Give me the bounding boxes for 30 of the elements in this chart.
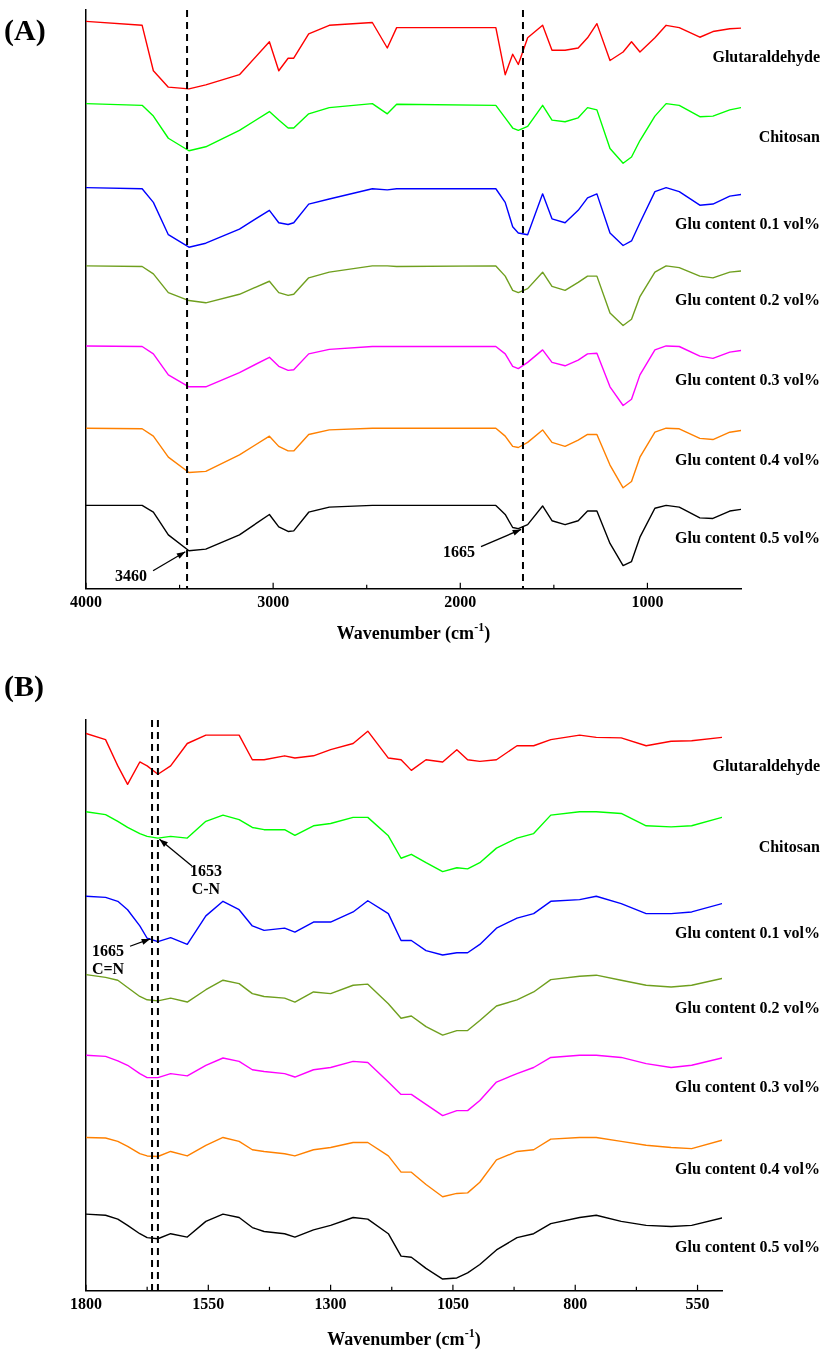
text: Chitosan xyxy=(758,837,821,855)
series-label: Glu content 0.1 vol% xyxy=(675,923,820,941)
x-tick-label: 4000 xyxy=(70,592,102,610)
x-tick-label: 1050 xyxy=(436,1294,469,1312)
series-label: Glu content 0.5 vol% xyxy=(675,1238,820,1256)
series-label: Glu content 0.1 vol% xyxy=(675,214,820,232)
chart-title: (A) xyxy=(4,12,46,47)
annotation: 1653 C-N xyxy=(189,862,222,898)
x-tick-label: 1550 xyxy=(192,1294,225,1312)
x-tick-label: 550 xyxy=(685,1294,710,1312)
series-label: Glutaraldehyde xyxy=(712,757,820,776)
annotation: 3460 xyxy=(115,566,148,584)
x-tick-label: 2000 xyxy=(444,592,477,610)
series-label: Glu content 0.2 vol% xyxy=(675,998,820,1016)
series-label: Glu content 0.4 vol% xyxy=(675,450,820,468)
x-tick-label: 800 xyxy=(563,1294,588,1312)
x-tick-label: 1000 xyxy=(631,592,664,610)
annotation: 1665 C=N xyxy=(91,942,125,978)
series-label: Glu content 0.3 vol% xyxy=(675,1078,820,1096)
series-label: Glutaraldehyde xyxy=(712,48,820,67)
series-label: Glu content 0.2 vol% xyxy=(675,291,820,309)
x-tick-label: 1800 xyxy=(70,1294,102,1312)
series-label: Chitosan xyxy=(758,127,821,145)
annotation: 1665 xyxy=(442,542,475,560)
x-tick-label: 1300 xyxy=(314,1294,347,1312)
x-tick-label: 3000 xyxy=(257,592,290,610)
chart-title: (B) xyxy=(4,668,44,703)
series-label: Glu content 0.4 vol% xyxy=(675,1160,820,1178)
series-label: Glu content 0.5 vol% xyxy=(675,529,820,547)
series-label: Glu content 0.3 vol% xyxy=(675,370,820,388)
